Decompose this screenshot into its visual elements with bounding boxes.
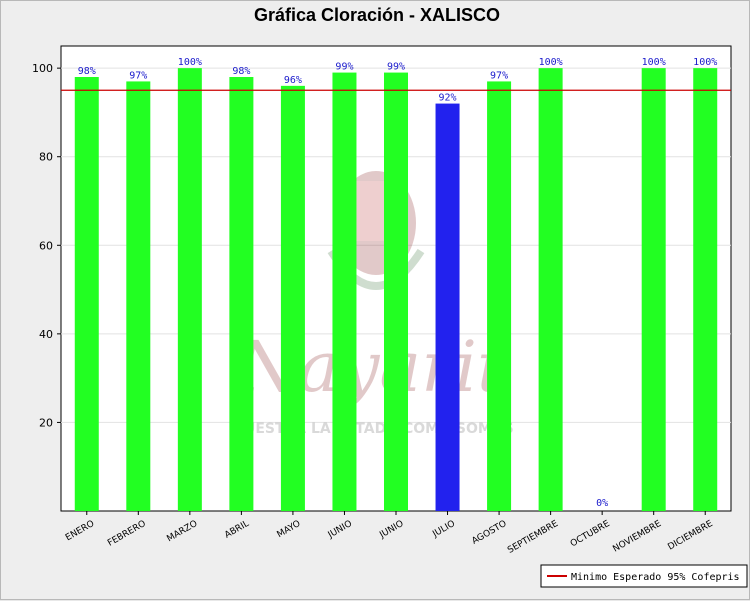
y-axis: 20 40 60 80 100 [32,62,61,429]
data-label: 96% [284,75,302,86]
legend-label: Minimo Esperado 95% Cofepris [571,572,740,583]
data-label: 97% [129,70,147,81]
x-tick-label: JULIO [430,519,457,540]
y-tick-label: 100 [32,62,53,75]
data-label: 0% [596,498,608,509]
x-tick-label: JUNIO [326,519,354,541]
data-label: 97% [490,70,508,81]
x-tick-label: ABRIL [223,519,251,541]
y-tick-label: 60 [39,239,53,252]
bar [332,72,357,512]
bar [229,77,254,511]
bar [177,68,202,512]
bar [538,68,563,512]
x-tick-label: MARZO [165,519,199,544]
data-label: 99% [387,62,405,73]
y-tick-label: 20 [39,416,53,429]
bar [384,72,408,512]
bar [126,81,151,511]
y-tick-label: 80 [39,151,53,164]
data-label: 99% [335,62,353,73]
data-label: 100% [642,57,666,68]
x-tick-label: JUNIO [377,519,405,541]
chart-title: Gráfica Cloración - XALISCO [254,5,500,25]
x-axis: ENERO FEBRERO MARZO ABRIL MAYO JUNIO JUNIO JULI… [64,511,715,556]
x-tick-label: NOVIEMBRE [611,519,663,555]
bar [280,85,305,511]
x-tick-label: ENERO [64,519,96,543]
bar [435,103,460,512]
watermark-tagline: NUESTRA LA ESTADO COMO SOMOS [232,421,514,437]
bar [641,68,666,512]
x-tick-label: MAYO [276,519,303,540]
x-tick-label: AGOSTO [470,519,508,547]
bar [74,77,99,511]
bar [693,68,718,512]
bar-series: 98% 97% 100% 98% 96% 99% 99% 92% 97% 100% 0% 100% 10… [74,57,718,512]
legend: Minimo Esperado 95% Cofepris [540,564,748,588]
bar [487,81,512,511]
y-tick-label: 40 [39,328,53,341]
data-label: 100% [178,57,202,68]
data-label: 100% [539,57,563,68]
x-tick-label: OCTUBRE [569,519,612,550]
data-label: 98% [232,66,250,77]
x-tick-label: FEBRERO [106,519,148,549]
data-label: 98% [78,66,96,77]
watermark-script: Nayarit [235,326,506,408]
x-tick-label: SEPTIEMBRE [506,519,560,556]
data-label: 100% [693,57,717,68]
data-label: 92% [439,93,457,104]
x-tick-label: DICIEMBRE [666,519,715,553]
